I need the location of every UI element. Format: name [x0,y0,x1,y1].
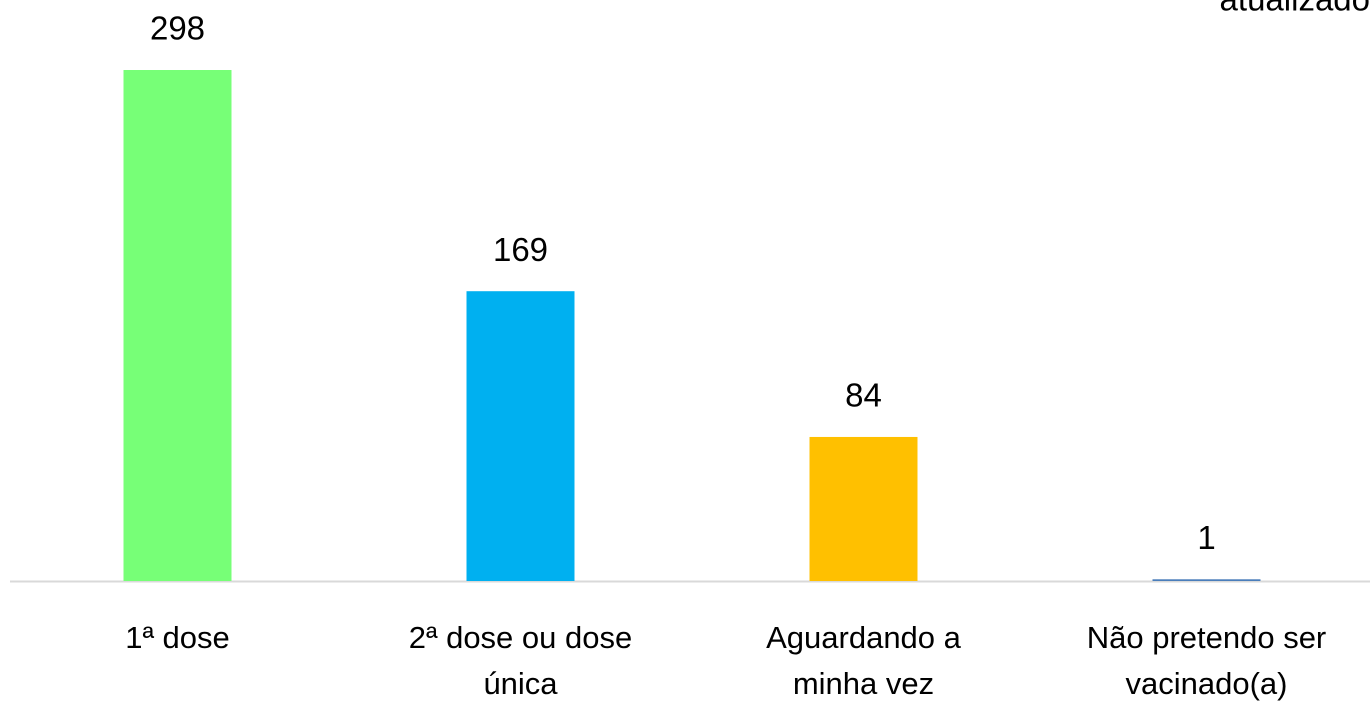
data-label: 169 [493,231,548,268]
annotation: atualizado [1220,0,1370,18]
x-tick-label: 1ª dose [125,620,230,655]
data-label: 1 [1197,519,1215,556]
x-tick-label: Não pretendo ser vacinado(a) [1086,620,1327,701]
x-tick-label: Aguardando a minha vez [766,620,961,701]
data-label: 298 [150,10,205,47]
bar [1152,579,1261,581]
data-label: 84 [845,377,882,414]
bar [123,70,232,581]
bar [809,436,918,581]
x-tick-label: 2ª dose ou dose única [408,620,633,701]
bar [466,291,575,581]
